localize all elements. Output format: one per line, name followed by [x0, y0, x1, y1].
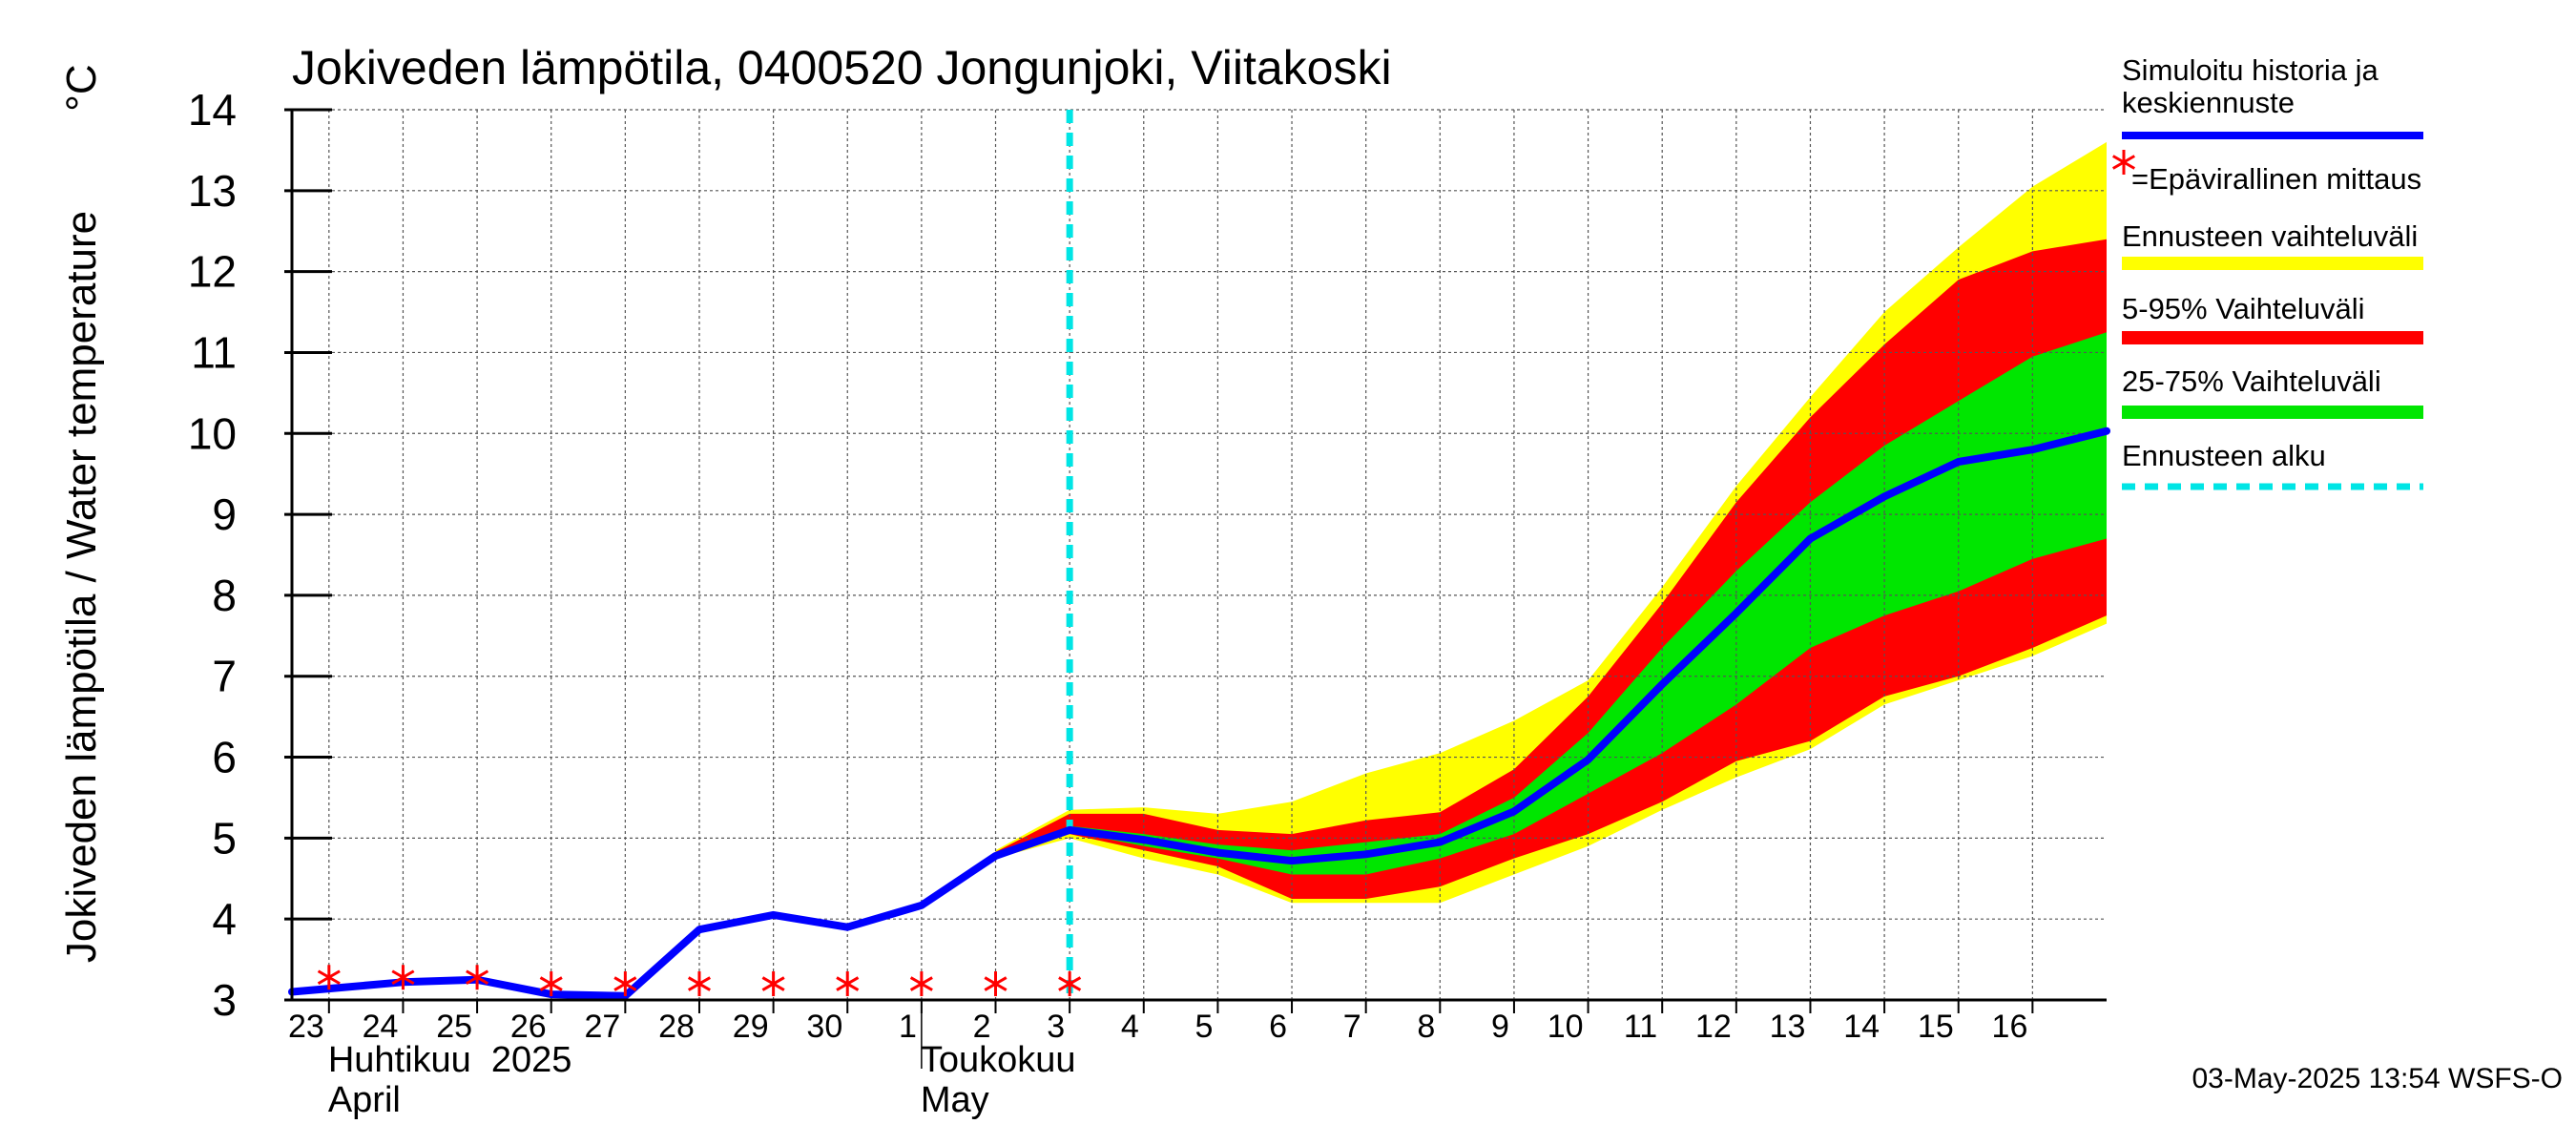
- x-tick-label-18: 11: [1624, 1009, 1657, 1045]
- measurement-marker-9: [984, 971, 1008, 997]
- y-tick-label-5: 8: [212, 571, 237, 620]
- y-tick-label-1: 4: [212, 894, 237, 944]
- footer-timestamp: 03-May-2025 13:54 WSFS-O: [2192, 1063, 2564, 1094]
- x-tick-label-22: 15: [1918, 1009, 1954, 1045]
- x-tick-label-14: 7: [1343, 1009, 1361, 1045]
- y-tick-label-8: 11: [191, 327, 237, 377]
- band-1: [995, 239, 2107, 899]
- month-label-fi-1: Toukokuu: [921, 1040, 1076, 1080]
- measurement-marker-2: [466, 965, 489, 990]
- x-tick-label-3: 26: [510, 1009, 547, 1045]
- x-tick-label-6: 29: [733, 1009, 769, 1045]
- legend-item-4: 25-75% Vaihteluväli: [2122, 364, 2423, 419]
- measurement-marker-7: [836, 971, 860, 997]
- x-tick-label-1: 24: [363, 1009, 399, 1045]
- legend-label-3-0: 5-95% Vaihteluväli: [2122, 292, 2364, 325]
- legend-swatch-2: [2122, 257, 2423, 270]
- y-axis-label: Jokiveden lämpötila / Water temperature: [58, 211, 105, 963]
- y-tick-label-11: 14: [188, 85, 237, 135]
- series-lines: [288, 427, 2110, 1000]
- x-tick-label-7: 30: [806, 1009, 842, 1045]
- x-tick-label-9: 2: [973, 1009, 991, 1045]
- legend-label-5-0: Ennusteen alku: [2122, 439, 2326, 472]
- x-tick-label-21: 14: [1843, 1009, 1880, 1045]
- x-tick-label-10: 3: [1047, 1009, 1065, 1045]
- legend-item-3: 5-95% Vaihteluväli: [2122, 292, 2423, 344]
- legend-swatch-1: [2111, 150, 2136, 175]
- measurement-marker-3: [539, 971, 563, 997]
- month-label-fi-0: Huhtikuu 2025: [328, 1040, 572, 1080]
- measurement-marker-10: [1058, 971, 1082, 997]
- legend-label-0-0: Simuloitu historia ja: [2122, 53, 2379, 87]
- x-axis-ticks: 23 24 25 26 27 28 29 30 1 2 3 4 5 6 7 8 9 10 11 12 13 14 15 16: [288, 1000, 2034, 1045]
- measurement-marker-1: [391, 965, 415, 990]
- x-tick-label-4: 27: [585, 1009, 621, 1045]
- legend-label-4-0: 25-75% Vaihteluväli: [2122, 364, 2381, 398]
- chart-title: Jokiveden lämpötila, 0400520 Jongunjoki,…: [292, 41, 1392, 94]
- x-tick-label-11: 4: [1121, 1009, 1139, 1045]
- legend-item-2: Ennusteen vaihteluväli: [2122, 219, 2423, 270]
- measurement-markers: [317, 965, 1082, 997]
- x-tick-label-20: 13: [1770, 1009, 1806, 1045]
- x-tick-label-5: 28: [658, 1009, 695, 1045]
- y-axis-unit: °C: [58, 64, 105, 111]
- legend-swatch-4: [2122, 406, 2423, 419]
- x-tick-label-12: 5: [1195, 1009, 1213, 1045]
- legend-label-0-1: keskiennuste: [2122, 86, 2295, 119]
- x-tick-label-23: 16: [1992, 1009, 2028, 1045]
- x-tick-label-8: 1: [899, 1009, 917, 1045]
- x-tick-label-0: 23: [288, 1009, 324, 1045]
- y-tick-label-3: 6: [212, 733, 237, 782]
- y-tick-label-2: 5: [212, 813, 237, 863]
- x-tick-label-17: 10: [1548, 1009, 1584, 1045]
- legend-item-5: Ennusteen alku: [2122, 439, 2423, 490]
- legend-label-2-0: Ennusteen vaihteluväli: [2122, 219, 2418, 253]
- x-tick-label-15: 8: [1417, 1009, 1435, 1045]
- y-tick-label-4: 7: [212, 652, 237, 701]
- y-tick-label-9: 12: [188, 247, 237, 297]
- measurement-marker-4: [613, 971, 637, 997]
- month-label-en-1: May: [921, 1080, 989, 1120]
- legend-label-1-0: =Epävirallinen mittaus: [2131, 162, 2421, 196]
- y-tick-label-6: 9: [212, 489, 237, 539]
- x-tick-label-19: 12: [1695, 1009, 1732, 1045]
- plot-frame: [290, 110, 2107, 1002]
- x-tick-label-13: 6: [1269, 1009, 1287, 1045]
- legend-item-1: =Epävirallinen mittaus: [2111, 150, 2421, 196]
- y-tick-label-10: 13: [188, 166, 237, 216]
- measurement-marker-8: [909, 971, 933, 997]
- month-label-en-0: April: [328, 1080, 401, 1120]
- legend-swatch-3: [2122, 331, 2423, 344]
- measurement-marker-0: [317, 965, 341, 990]
- x-tick-label-2: 25: [436, 1009, 472, 1045]
- x-tick-label-16: 9: [1491, 1009, 1509, 1045]
- y-axis-ticks: 3 4 5 6 7 8 9 10 11 12 13 14: [188, 85, 332, 1025]
- measurement-marker-5: [687, 971, 711, 997]
- y-tick-label-7: 10: [188, 408, 237, 458]
- measurement-marker-6: [761, 971, 785, 997]
- y-tick-label-0: 3: [212, 975, 237, 1025]
- series-line-0: [288, 427, 2110, 1000]
